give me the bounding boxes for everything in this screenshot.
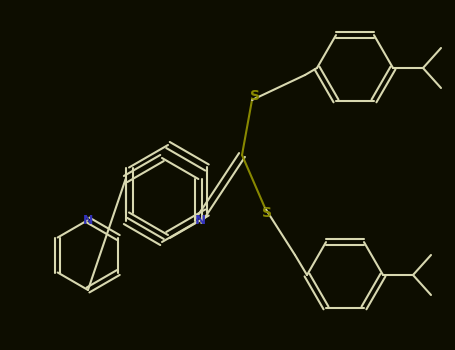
Text: S: S (262, 206, 272, 220)
Text: N: N (83, 215, 93, 228)
Text: N: N (195, 215, 206, 228)
Text: S: S (250, 89, 260, 103)
